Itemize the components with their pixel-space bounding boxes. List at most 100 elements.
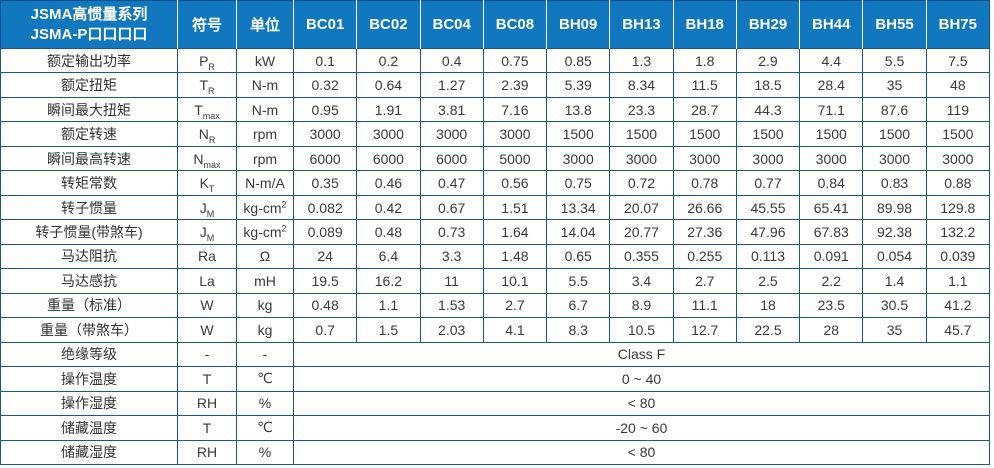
value-cell: 22.5 — [735, 317, 801, 343]
value-cell: 0.355 — [609, 243, 674, 270]
value-cell: 0.113 — [735, 243, 801, 270]
value-cell: 1.5 — [356, 317, 421, 343]
value-cell: 0.64 — [356, 72, 421, 98]
value-cell: 11.1 — [672, 292, 737, 319]
value-cell: 4.1 — [482, 317, 548, 343]
unit-cell: kg — [236, 292, 294, 319]
value-cell: 89.98 — [862, 194, 927, 221]
value-cell: 1500 — [735, 121, 801, 147]
value-cell: 3000 — [482, 121, 548, 147]
value-cell: 44.3 — [735, 96, 801, 123]
value-cell: 1500 — [925, 121, 991, 147]
value-cell: 10.1 — [482, 268, 548, 294]
value-cell: 3000 — [292, 121, 358, 147]
model-column-header: BH44 — [799, 0, 864, 49]
value-cell: 11 — [419, 268, 484, 294]
model-column-header: BH55 — [862, 0, 927, 49]
row-label: 瞬间最大扭矩 — [0, 96, 178, 123]
unit-cell: % — [236, 390, 294, 417]
value-cell: 0.46 — [356, 170, 421, 196]
value-cell: 1.1 — [925, 268, 991, 294]
value-cell: 132.2 — [925, 219, 991, 245]
value-cell: 3.81 — [419, 96, 484, 123]
value-cell: 119 — [925, 96, 991, 123]
value-cell: 5000 — [482, 145, 548, 172]
value-cell: 1.91 — [356, 96, 421, 123]
value-cell: 26.66 — [672, 194, 737, 221]
value-cell: 0.039 — [925, 243, 991, 270]
value-cell: 2.7 — [482, 292, 548, 319]
value-cell: 7.16 — [482, 96, 548, 123]
value-cell: 11.5 — [672, 72, 737, 98]
value-cell: 35 — [862, 317, 927, 343]
symbol-cell: PR — [177, 47, 237, 74]
value-cell: 92.38 — [862, 219, 927, 245]
table-row: 马达阻抗 Ra Ω 24 6.4 3.3 1.48 0.65 0.355 0.255 0.113 0.… — [0, 243, 991, 270]
symbol-cell: KT — [177, 170, 237, 196]
table-row: 马达感抗 La mH 19.5 16.2 11 10.1 5.5 3.4 2.7 2.5 2.2 1.4… — [0, 268, 991, 294]
value-cell: 0.75 — [546, 170, 611, 196]
unit-cell: - — [236, 341, 294, 368]
value-cell: 3.3 — [419, 243, 484, 270]
symbol-subscript: max — [203, 159, 221, 170]
symbol-cell: JM — [177, 194, 237, 221]
value-cell: 1.4 — [862, 268, 927, 294]
value-cell: 0.95 — [292, 96, 358, 123]
table-row: 转子惯量(带煞车) JM kg-cm2 0.089 0.48 0.73 1.64 14.04 2… — [0, 219, 991, 245]
value-cell: 2.2 — [799, 268, 864, 294]
value-cell: 35 — [862, 72, 927, 98]
value-cell: 3000 — [672, 145, 737, 172]
value-cell: 23.5 — [799, 292, 864, 319]
unit-cell: N-m — [236, 72, 294, 98]
row-label: 操作温度 — [0, 366, 178, 392]
symbol-cell: T — [177, 415, 237, 441]
table-title-line1: JSMA高惯量系列 — [30, 6, 148, 23]
value-cell: 3000 — [546, 145, 611, 172]
value-cell: 1500 — [546, 121, 611, 147]
unit-cell: N-m — [236, 96, 294, 123]
value-cell: 28 — [799, 317, 864, 343]
value-cell: 0.7 — [292, 317, 358, 343]
symbol-subscript: T — [208, 183, 215, 194]
table-row: 瞬间最大扭矩 Tmax N-m 0.95 1.91 3.81 7.16 13.8 23.3 28.… — [0, 96, 991, 123]
row-label: 重量（带煞车） — [0, 317, 178, 343]
value-cell: 0.47 — [419, 170, 484, 196]
model-column-header: BC08 — [483, 0, 548, 49]
value-cell: 20.07 — [609, 194, 674, 221]
symbol-subscript: M — [206, 232, 215, 243]
value-cell: 0.42 — [356, 194, 421, 221]
value-cell: 3000 — [419, 121, 484, 147]
symbol-cell: Nmax — [177, 145, 237, 172]
unit-cell: ℃ — [236, 366, 294, 392]
row-label: 转子惯量(带煞车) — [0, 219, 178, 245]
value-cell: 1.3 — [609, 47, 674, 74]
symbol-cell: TR — [177, 72, 237, 98]
value-cell: 1500 — [799, 121, 864, 147]
value-cell: 0.35 — [292, 170, 358, 196]
unit-cell: rpm — [236, 145, 294, 172]
value-cell: 0.48 — [292, 292, 358, 319]
value-cell: 3000 — [735, 145, 801, 172]
model-column-header: BH29 — [736, 0, 801, 49]
row-label: 瞬间最高转速 — [0, 145, 178, 172]
value-cell: 0.72 — [609, 170, 674, 196]
value-cell: 3000 — [356, 121, 421, 147]
value-cell: 2.39 — [482, 72, 548, 98]
value-cell: 10.5 — [609, 317, 674, 343]
value-cell: 6000 — [356, 145, 421, 172]
table-header: JSMA高惯量系列 JSMA-P口口口口 符号 单位 BC01 BC02 BC04 B… — [0, 0, 991, 49]
model-column-header: BH75 — [926, 0, 991, 49]
symbol-cell: NR — [177, 121, 237, 147]
row-label: 额定转速 — [0, 121, 178, 147]
value-cell: 1.64 — [482, 219, 548, 245]
value-cell: 0.091 — [799, 243, 864, 270]
table-row: 操作湿度 RH% < 80 — [0, 390, 990, 417]
table-row: 额定扭矩 TR N-m 0.32 0.64 1.27 2.39 5.39 8.34 11.5 18.… — [0, 72, 991, 98]
unit-column-header: 单位 — [236, 0, 294, 49]
symbol-subscript: R — [208, 86, 215, 96]
row-label: 转子惯量 — [0, 194, 178, 221]
table-row: 储藏湿度 RH% < 80 — [0, 439, 990, 465]
symbol-subscript: max — [202, 110, 220, 121]
